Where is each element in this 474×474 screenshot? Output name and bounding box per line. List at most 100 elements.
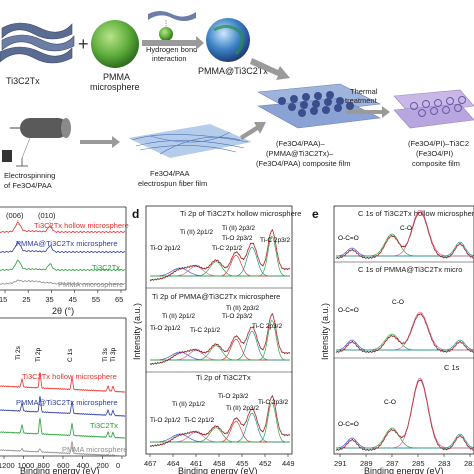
panel-d-ylabel: Intensity (a.u.): [132, 303, 142, 360]
d2-tiii-2p32: Ti (II) 2p3/2: [226, 305, 259, 312]
e-tick-label: 285: [412, 459, 425, 468]
xrd-curves: [0, 221, 126, 286]
panel-e: e Intensity (a.u.) C 1s of Ti3C2Tx hollo…: [312, 205, 474, 474]
hbond-label-1: Hydrogen bond: [146, 45, 197, 54]
survey-ti3p: Ti 3p: [110, 347, 117, 362]
ti3c2tx-label: Ti3C2Tx: [6, 76, 40, 86]
d2-component-line: [150, 338, 290, 361]
e-tick-label: 289: [360, 459, 373, 468]
d1-tiii-2p12: Ti (II) 2p1/2: [180, 229, 213, 236]
d2-component-line: [150, 350, 290, 361]
e2-ocoo: O-C=O: [338, 307, 359, 314]
survey-legend-pmma-ti: PMMA@Ti3C2Tx microsphere: [16, 398, 118, 407]
e-tick-label: 283: [438, 459, 451, 468]
d1-component-line: [150, 236, 290, 277]
e3-component-line: [336, 377, 474, 449]
survey-tick-label: 400: [77, 461, 90, 470]
e-curves: [335, 209, 474, 452]
d2-title: Ti 2p of PMMA@Ti3C2Tx microsphere: [152, 292, 280, 301]
d-curves: [149, 229, 291, 448]
d1-component-line: [150, 254, 290, 277]
hydrogen-bond-icon: [148, 11, 196, 41]
d1-tio-2p12: Ti-O 2p1/2: [150, 245, 181, 252]
d-tick-label: 455: [236, 459, 249, 468]
xrd-hollow-line: [0, 221, 126, 234]
d3-tiii-2p12: Ti (II) 2p1/2: [172, 401, 205, 408]
d1-tio-2p32: Ti-O 2p3/2: [222, 235, 253, 242]
d-ticks: 467 464 461 458 455 452 449: [144, 454, 295, 468]
schematic: Ti3C2Tx + PMMA microsphere Hydrogen bond…: [0, 11, 474, 190]
e1-title: C 1s of Ti3C2Tx hollow microsphere: [358, 209, 474, 218]
d-tick-label: 452: [259, 459, 272, 468]
d1-title: Ti 2p of Ti3C2Tx hollow microsphere: [180, 209, 301, 218]
d-tick-label: 464: [167, 459, 180, 468]
e1-fit-line: [335, 211, 474, 259]
fiber-label-1: Fe3O4/PAA: [150, 169, 189, 178]
xrd-xlabel: 2θ (°): [52, 306, 74, 316]
d2-raw-line: [149, 313, 291, 366]
arrow-2-icon: [250, 58, 290, 80]
e-tick-label: 287: [386, 459, 399, 468]
ti3c2tx-sheets-icon: [0, 22, 75, 64]
xrd-tick-label: 55: [92, 295, 100, 304]
e3-ocoo: O-C=O: [338, 421, 359, 428]
electrospinning-drum-icon: [2, 118, 71, 167]
e1-ocoo: O-C=O: [338, 235, 359, 242]
survey-legend-hollow: Ti3C2Tx hollow microsphere: [22, 372, 117, 381]
xrd-legend-hollow: Ti3C2Tx hollow microsphere: [34, 221, 129, 230]
xrd-tick-label: 35: [45, 295, 53, 304]
xrd-tick-label: 45: [69, 295, 77, 304]
pmma-label-1: PMMA: [103, 72, 130, 82]
d2-tio-2p32: Ti-O 2p3/2: [222, 313, 253, 320]
survey-ti2p: Ti 2p: [35, 347, 42, 362]
d3-component-line: [150, 432, 290, 443]
survey-pmma-line: [0, 440, 126, 457]
hbond-label-2: interaction: [152, 54, 187, 63]
composite-film-a-icon: [257, 83, 382, 129]
composite-b-line3: composite film: [412, 159, 460, 168]
survey-tick-label: 1200: [0, 461, 15, 470]
d1-component-line: [150, 266, 290, 277]
e3-fit-line: [336, 379, 474, 451]
d3-tic-2p12: Ti-C 2p1/2: [184, 417, 214, 424]
e2-component-line: [336, 339, 474, 351]
survey-tick-label: 200: [96, 461, 109, 470]
d3-component-line: [150, 433, 290, 443]
survey-ti-line: [0, 418, 126, 439]
xrd-peak-006: (006): [6, 211, 24, 220]
d3-component-line: [150, 420, 290, 443]
d2-component-line: [150, 351, 290, 361]
e2-component-line: [336, 311, 474, 351]
e3-co: C-O: [384, 399, 396, 406]
d3-tio-2p32: Ti-O 2p3/2: [218, 393, 249, 400]
panel-survey: Ti 2s Ti 2p C 1s Ti 3s Ti 3p Ti3C2Tx hol…: [0, 317, 127, 474]
d2-tiii-2p12: Ti (II) 2p1/2: [162, 313, 195, 320]
e1-component-line: [336, 241, 474, 257]
survey-pmma-ti-line: [0, 396, 126, 417]
xrd-ti-line: [0, 259, 126, 272]
panel-d-xlabel: Binding energy (eV): [178, 466, 258, 474]
survey-hollow-line: [0, 372, 126, 393]
survey-curves: [0, 372, 126, 457]
d1-fit-line: [149, 230, 291, 281]
e3-raw-line: [335, 379, 474, 452]
arrow-3-icon: [346, 106, 390, 118]
d1-tic-2p32: Ti-C 2p3/2: [260, 237, 290, 244]
xrd-legend-pmma-ti: PMMA@Ti3C2Tx microsphere: [16, 239, 118, 248]
d1-tiii-2p32: Ti (II) 2p3/2: [222, 225, 255, 232]
pmma-microsphere-icon: [91, 20, 139, 68]
electro-label-2: of Fe3O4/PAA: [4, 181, 52, 190]
xrd-legend-ti: Ti3C2Tx: [92, 263, 120, 272]
d3-fit-line: [149, 396, 291, 447]
composite-a-line2: (PMMA@Ti3C2Tx)–: [266, 149, 334, 158]
d3-title: Ti 2p of Ti3C2Tx: [196, 373, 251, 382]
survey-c1s: C 1s: [67, 348, 74, 362]
survey-tick-label: 600: [57, 461, 70, 470]
survey-ti2s: Ti 2s: [15, 345, 22, 360]
survey-xlabel: Binding energy (eV): [20, 466, 100, 474]
d3-tic-2p32: Ti-C 2p3/2: [258, 399, 288, 406]
d-tick-label: 458: [213, 459, 226, 468]
composite-film-b-icon: [393, 89, 474, 129]
d2-tic-2p32: Ti-C 2p3/2: [252, 323, 282, 330]
